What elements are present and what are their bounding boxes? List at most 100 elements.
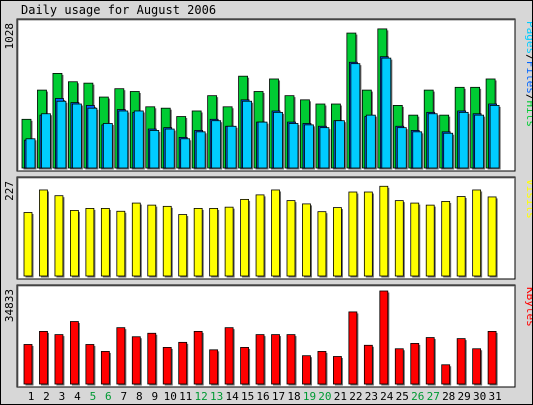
- x-tick-day-7: 7: [121, 390, 128, 403]
- x-tick-day-15: 15: [241, 390, 254, 403]
- bar-visits-day-23: [363, 191, 373, 277]
- bar-kbytes-day-12: [193, 331, 203, 385]
- x-tick-day-25: 25: [396, 390, 409, 403]
- bar-kbytes-day-9: [147, 332, 157, 385]
- x-tick-day-3: 3: [59, 390, 66, 403]
- bar-files-day-13: [211, 120, 222, 169]
- x-tick-day-19: 19: [303, 390, 316, 403]
- bar-kbytes-day-16: [255, 334, 265, 385]
- bar-files-day-30: [474, 114, 485, 169]
- x-tick-day-26: 26: [411, 390, 424, 403]
- bar-visits-day-13: [209, 208, 219, 277]
- bar-files-day-15: [242, 100, 252, 169]
- bar-files-day-20: [319, 127, 330, 169]
- bar-kbytes-day-6: [100, 351, 110, 385]
- bar-visits-day-8: [131, 202, 141, 277]
- bar-visits-day-10: [162, 205, 172, 277]
- bar-visits-day-15: [240, 198, 249, 277]
- bar-visits-day-12: [193, 208, 203, 277]
- legend-pages-files-hits-part: Hits: [524, 101, 532, 128]
- bar-kbytes-day-28: [441, 364, 451, 385]
- bar-files-day-18: [288, 123, 299, 169]
- x-tick-day-4: 4: [74, 390, 81, 403]
- bar-kbytes-day-30: [472, 348, 482, 385]
- bar-files-day-16: [257, 121, 268, 169]
- bar-visits-day-31: [487, 196, 497, 277]
- bar-files-day-26: [412, 131, 423, 169]
- bar-files-day-29: [458, 111, 469, 169]
- bar-kbytes-day-14: [224, 327, 234, 385]
- legend-kbytes-part: KBytes: [524, 287, 532, 327]
- bar-kbytes-day-21: [332, 356, 342, 385]
- bar-visits-day-22: [348, 191, 358, 277]
- bar-kbytes-day-10: [162, 347, 172, 385]
- legend-pages-files-hits-part: /: [524, 54, 532, 61]
- x-tick-day-20: 20: [318, 390, 331, 403]
- y-max-label-2: 227: [3, 181, 16, 201]
- bar-files-day-8: [133, 110, 144, 169]
- bar-kbytes-day-17: [271, 334, 280, 385]
- legend-pages-files-hits-part: Files: [524, 61, 532, 94]
- bar-kbytes-day-8: [131, 336, 141, 385]
- x-tick-day-31: 31: [488, 390, 501, 403]
- bar-files-day-10: [164, 128, 175, 169]
- bar-files-day-12: [195, 131, 206, 169]
- bar-visits-day-1: [23, 212, 33, 277]
- bar-kbytes-day-4: [70, 321, 79, 385]
- bar-files-day-21: [334, 120, 345, 169]
- legend-visits-part: Visits: [524, 179, 532, 219]
- x-tick-day-1: 1: [28, 390, 35, 403]
- bar-files-day-22: [350, 63, 361, 169]
- bar-kbytes-day-11: [178, 341, 188, 385]
- bar-visits-day-21: [332, 207, 342, 277]
- bar-files-day-6: [102, 123, 113, 169]
- legend-pages-files-hits-part: Pages: [524, 21, 532, 54]
- bar-visits-day-19: [302, 203, 311, 277]
- bar-visits-day-9: [147, 204, 157, 277]
- bar-visits-day-17: [271, 189, 280, 277]
- x-tick-day-21: 21: [334, 390, 347, 403]
- x-tick-day-2: 2: [43, 390, 50, 403]
- bar-files-day-31: [489, 105, 500, 169]
- bar-kbytes-day-31: [487, 331, 497, 385]
- y-max-label-3: 34833: [3, 289, 16, 322]
- bar-visits-day-28: [441, 201, 451, 277]
- x-tick-day-24: 24: [380, 390, 394, 403]
- bar-files-day-25: [396, 127, 407, 169]
- bar-visits-day-3: [54, 195, 64, 277]
- bar-visits-day-16: [255, 194, 265, 277]
- bar-kbytes-day-13: [209, 349, 219, 385]
- x-tick-day-16: 16: [256, 390, 269, 403]
- bar-visits-day-30: [472, 189, 482, 277]
- legend-visits: Visits: [524, 179, 532, 219]
- bar-kbytes-day-5: [85, 344, 95, 385]
- bar-files-day-14: [226, 125, 237, 169]
- y-max-label-1: 1028: [3, 23, 16, 50]
- bar-files-day-1: [25, 138, 36, 169]
- x-tick-day-10: 10: [164, 390, 177, 403]
- bar-files-day-11: [180, 138, 191, 169]
- x-tick-day-23: 23: [365, 390, 378, 403]
- bar-visits-day-26: [410, 202, 420, 277]
- bar-visits-day-20: [317, 211, 327, 277]
- legend-kbytes: KBytes: [524, 287, 532, 327]
- bar-kbytes-day-27: [425, 337, 435, 385]
- bar-kbytes-day-20: [317, 351, 327, 385]
- bar-kbytes-day-2: [39, 331, 48, 385]
- bar-kbytes-day-29: [456, 338, 466, 385]
- bar-files-day-24: [381, 57, 392, 169]
- x-tick-day-17: 17: [272, 390, 285, 403]
- x-tick-day-18: 18: [287, 390, 300, 403]
- bar-kbytes-day-15: [240, 347, 249, 385]
- bar-kbytes-day-18: [286, 334, 296, 385]
- bar-visits-day-24: [379, 185, 389, 277]
- bar-kbytes-day-3: [54, 334, 64, 385]
- x-tick-day-22: 22: [349, 390, 362, 403]
- x-tick-day-5: 5: [90, 390, 97, 403]
- bar-files-day-17: [273, 111, 283, 169]
- bar-visits-day-2: [39, 189, 48, 277]
- bar-files-day-3: [56, 100, 67, 169]
- chart-title: Daily usage for August 2006: [21, 3, 217, 17]
- x-tick-day-29: 29: [458, 390, 471, 403]
